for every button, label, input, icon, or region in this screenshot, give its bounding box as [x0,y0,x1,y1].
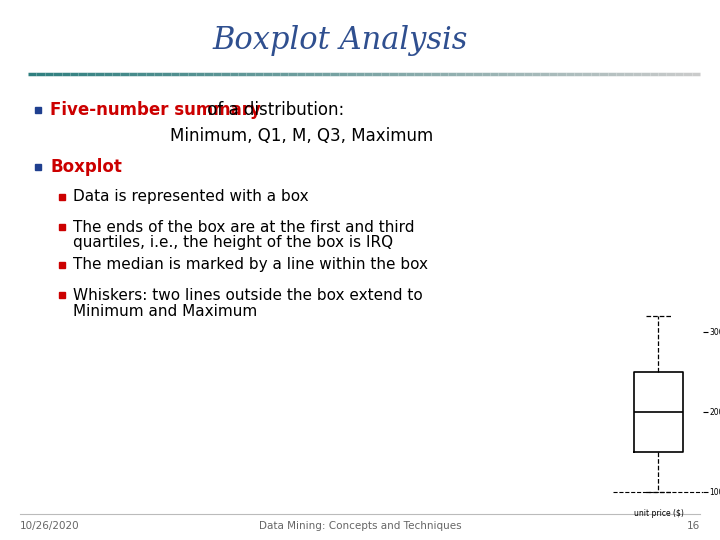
Text: The ends of the box are at the first and third: The ends of the box are at the first and… [73,219,415,234]
Text: 10/26/2020: 10/26/2020 [20,521,80,531]
Text: Boxplot Analysis: Boxplot Analysis [212,24,468,56]
Text: Boxplot: Boxplot [50,158,122,176]
Text: The median is marked by a line within the box: The median is marked by a line within th… [73,258,428,273]
Text: Minimum, Q1, M, Q3, Maximum: Minimum, Q1, M, Q3, Maximum [170,127,433,145]
Text: Whiskers: two lines outside the box extend to: Whiskers: two lines outside the box exte… [73,287,423,302]
Text: Minimum and Maximum: Minimum and Maximum [73,303,257,319]
Text: Data is represented with a box: Data is represented with a box [73,190,309,205]
Text: of a distribution:: of a distribution: [202,101,344,119]
Text: quartiles, i.e., the height of the box is IRQ: quartiles, i.e., the height of the box i… [73,235,393,251]
Text: Five-number summary: Five-number summary [50,101,261,119]
Text: Data Mining: Concepts and Techniques: Data Mining: Concepts and Techniques [258,521,462,531]
Text: 16: 16 [687,521,700,531]
